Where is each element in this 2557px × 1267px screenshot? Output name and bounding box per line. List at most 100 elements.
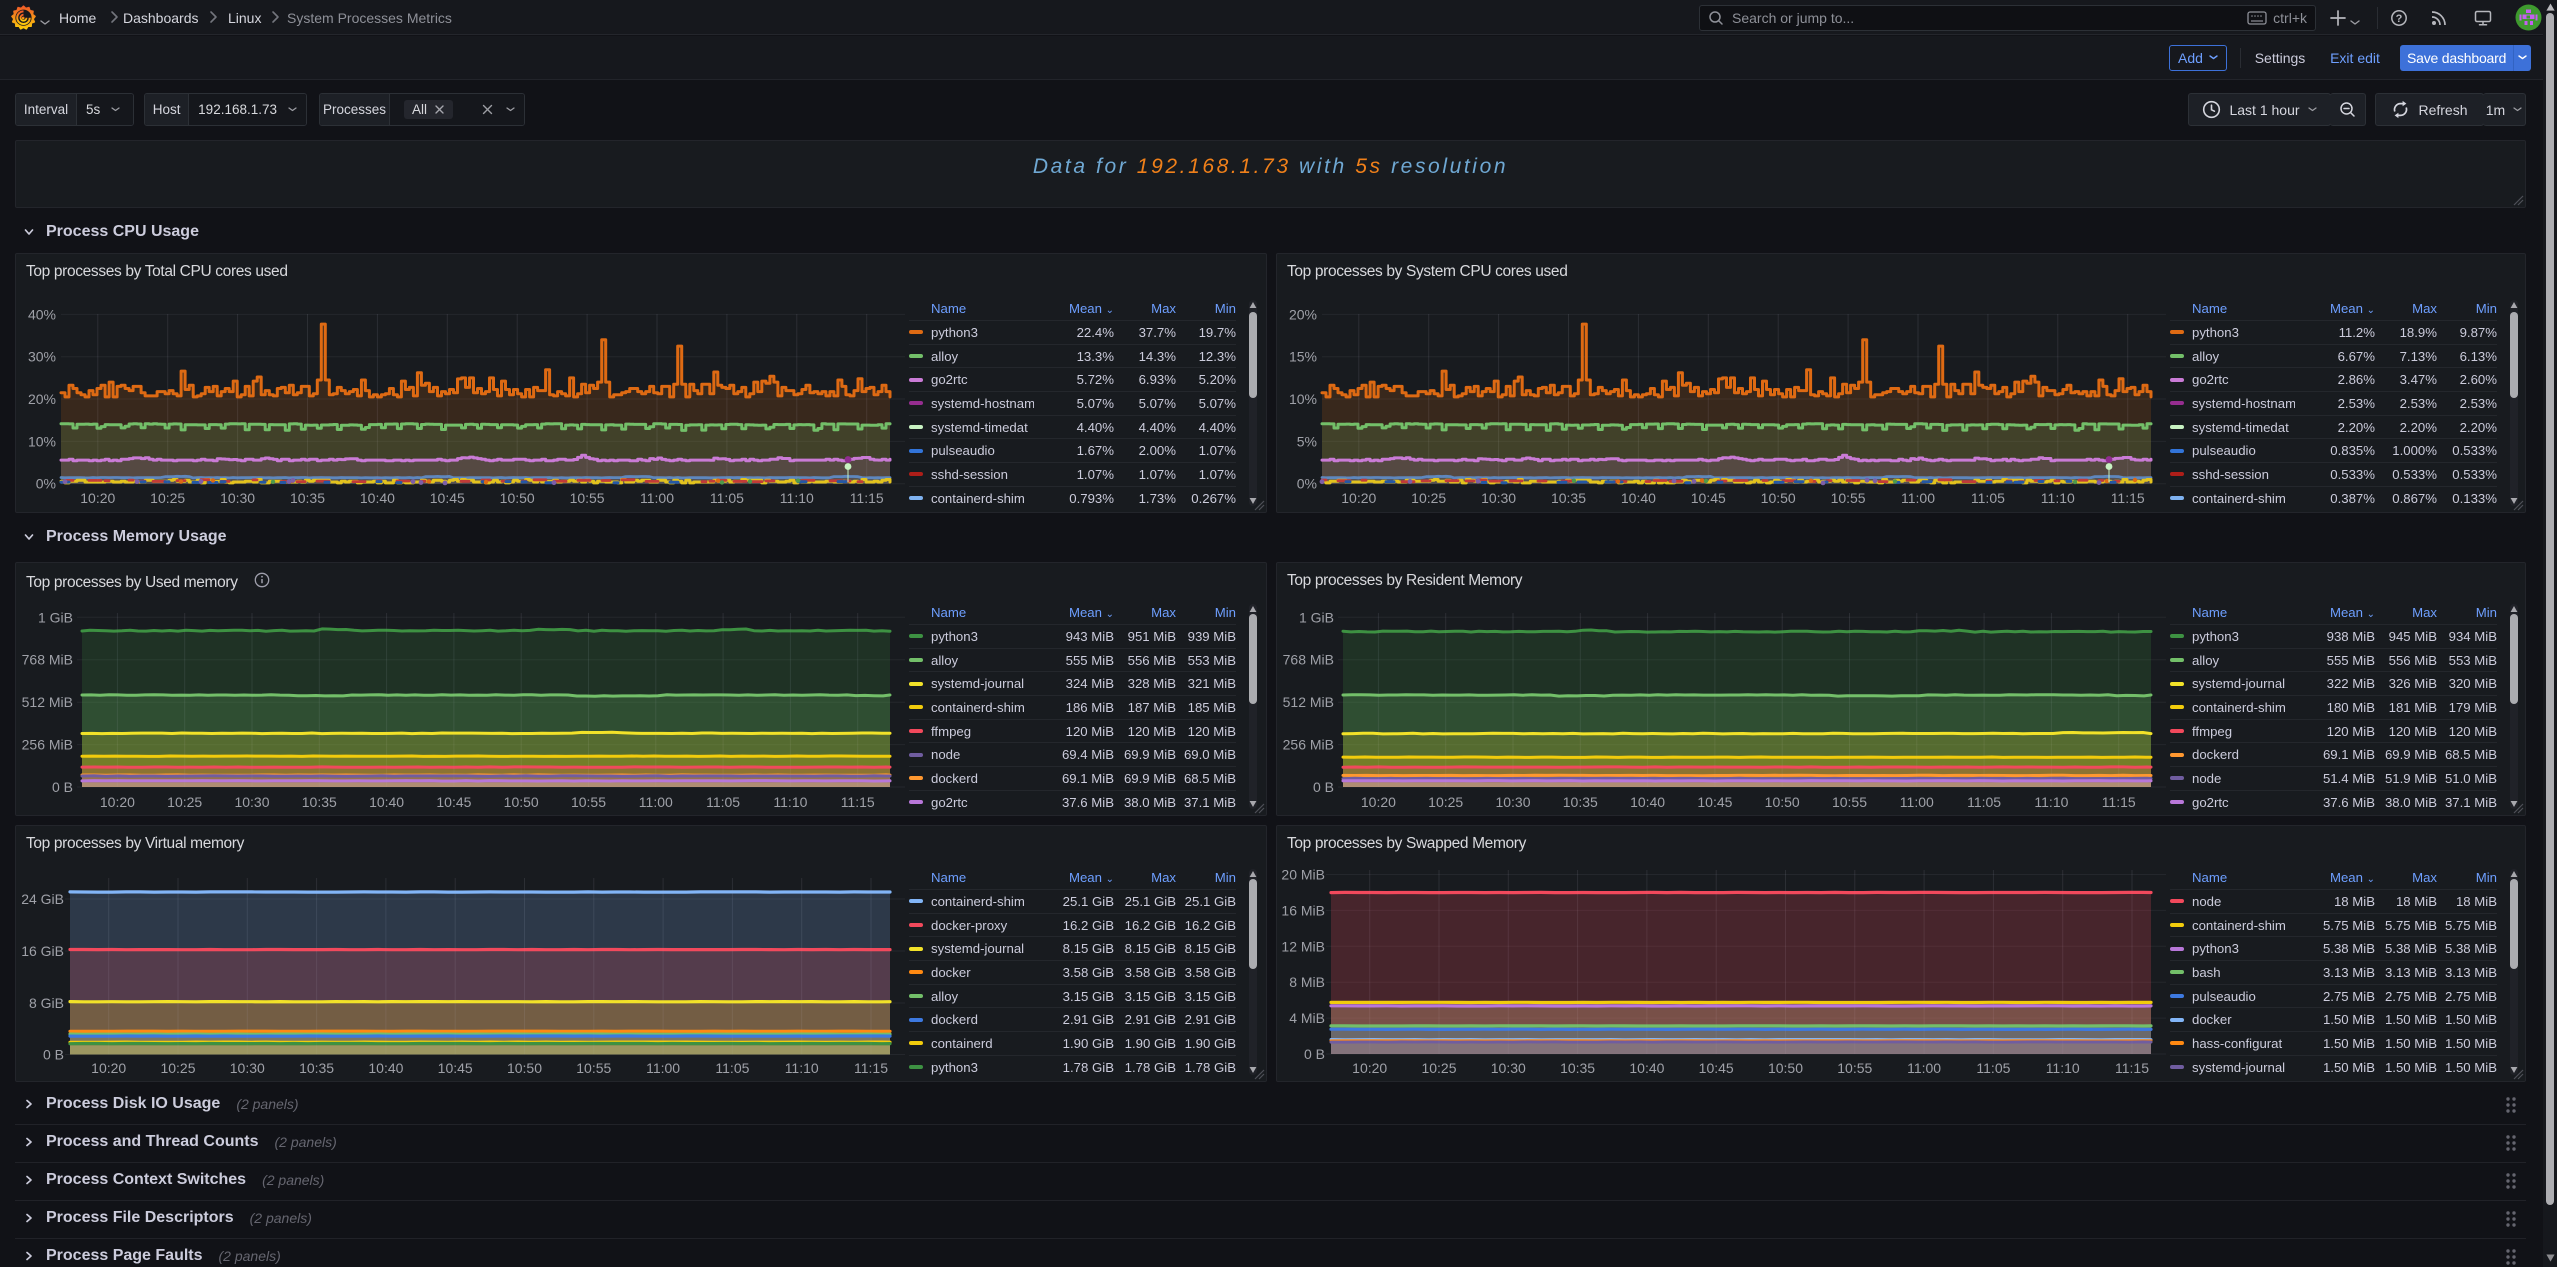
svg-text:10:45: 10:45 [1691,490,1726,506]
svg-text:10:20: 10:20 [100,794,135,810]
svg-text:11:10: 11:10 [2041,490,2075,506]
svg-text:10:25: 10:25 [1411,490,1446,506]
svg-text:20%: 20% [1289,306,1317,322]
svg-text:768 MiB: 768 MiB [22,652,73,668]
svg-text:0%: 0% [36,476,56,492]
svg-text:10:25: 10:25 [1428,794,1463,810]
svg-text:10:50: 10:50 [507,1060,542,1076]
svg-text:24 GiB: 24 GiB [21,891,64,907]
svg-text:?: ? [2396,13,2403,25]
svg-text:11:05: 11:05 [715,1060,749,1076]
svg-text:10:25: 10:25 [150,490,185,506]
svg-text:11:15: 11:15 [854,1060,888,1076]
svg-text:10:20: 10:20 [1352,1060,1387,1076]
svg-text:12 MiB: 12 MiB [1281,938,1325,954]
svg-text:11:05: 11:05 [710,490,744,506]
svg-text:10:35: 10:35 [1560,1060,1595,1076]
svg-text:20 MiB: 20 MiB [1281,867,1325,883]
svg-text:11:15: 11:15 [2102,794,2136,810]
svg-text:10:35: 10:35 [302,794,337,810]
svg-text:11:05: 11:05 [1976,1060,2010,1076]
svg-text:10:20: 10:20 [80,490,115,506]
svg-text:11:15: 11:15 [2111,490,2145,506]
svg-text:10%: 10% [28,433,56,449]
svg-text:11:15: 11:15 [850,490,884,506]
svg-text:4 MiB: 4 MiB [1289,1010,1325,1026]
svg-text:10:40: 10:40 [1630,794,1665,810]
svg-text:15%: 15% [1289,349,1317,365]
svg-text:30%: 30% [28,349,56,365]
svg-text:512 MiB: 512 MiB [22,694,73,710]
svg-text:10:40: 10:40 [368,1060,403,1076]
svg-text:10:45: 10:45 [430,490,465,506]
svg-text:10:20: 10:20 [1361,794,1396,810]
svg-text:10:50: 10:50 [1765,794,1800,810]
svg-text:10:55: 10:55 [1837,1060,1872,1076]
svg-text:0%: 0% [1297,476,1317,492]
svg-text:11:05: 11:05 [1971,490,2005,506]
svg-text:10:45: 10:45 [1697,794,1732,810]
svg-text:10:45: 10:45 [1699,1060,1734,1076]
svg-text:11:00: 11:00 [639,794,673,810]
svg-text:10:40: 10:40 [369,794,404,810]
svg-text:10:55: 10:55 [571,794,606,810]
svg-text:10:20: 10:20 [91,1060,126,1076]
svg-text:10:35: 10:35 [1563,794,1598,810]
svg-text:11:00: 11:00 [640,490,674,506]
svg-text:10:40: 10:40 [360,490,395,506]
svg-text:11:00: 11:00 [1901,490,1935,506]
svg-text:11:10: 11:10 [2034,794,2068,810]
svg-text:20%: 20% [28,391,56,407]
svg-text:256 MiB: 256 MiB [22,737,73,753]
svg-text:10:50: 10:50 [500,490,535,506]
svg-text:10:45: 10:45 [436,794,471,810]
svg-text:1 GiB: 1 GiB [1299,609,1334,625]
svg-text:11:00: 11:00 [1900,794,1934,810]
svg-text:11:10: 11:10 [2046,1060,2080,1076]
svg-text:10:25: 10:25 [1421,1060,1456,1076]
svg-text:10:30: 10:30 [1491,1060,1526,1076]
svg-text:10:45: 10:45 [438,1060,473,1076]
svg-text:10:50: 10:50 [1761,490,1796,506]
svg-text:10:35: 10:35 [290,490,325,506]
svg-text:10:35: 10:35 [299,1060,334,1076]
svg-text:5%: 5% [1297,433,1317,449]
svg-text:0 B: 0 B [1313,779,1334,795]
svg-text:0 B: 0 B [52,779,73,795]
svg-text:11:00: 11:00 [1907,1060,1941,1076]
svg-text:11:10: 11:10 [773,794,807,810]
svg-text:10:20: 10:20 [1341,490,1376,506]
svg-text:0 B: 0 B [43,1047,64,1063]
svg-text:40%: 40% [28,306,56,322]
svg-text:11:10: 11:10 [780,490,814,506]
svg-text:11:05: 11:05 [1967,794,2001,810]
svg-text:10:40: 10:40 [1621,490,1656,506]
svg-text:11:15: 11:15 [841,794,875,810]
svg-text:10:40: 10:40 [1629,1060,1664,1076]
svg-text:10:55: 10:55 [576,1060,611,1076]
svg-text:1 GiB: 1 GiB [38,609,73,625]
svg-text:16 GiB: 16 GiB [21,943,64,959]
svg-text:16 MiB: 16 MiB [1281,902,1325,918]
svg-text:10:50: 10:50 [1768,1060,1803,1076]
svg-text:10:30: 10:30 [1481,490,1516,506]
svg-text:10:30: 10:30 [220,490,255,506]
svg-text:11:10: 11:10 [785,1060,819,1076]
svg-text:0 B: 0 B [1304,1046,1325,1062]
svg-text:10:25: 10:25 [167,794,202,810]
svg-text:8 MiB: 8 MiB [1289,974,1325,990]
svg-text:10:55: 10:55 [1831,490,1866,506]
svg-text:8 GiB: 8 GiB [29,995,64,1011]
svg-text:10:25: 10:25 [160,1060,195,1076]
svg-text:11:00: 11:00 [646,1060,680,1076]
svg-text:10:50: 10:50 [504,794,539,810]
svg-text:11:15: 11:15 [2115,1060,2149,1076]
svg-text:10:55: 10:55 [570,490,605,506]
svg-text:10:30: 10:30 [234,794,269,810]
svg-text:512 MiB: 512 MiB [1283,694,1334,710]
svg-text:10:30: 10:30 [230,1060,265,1076]
svg-text:768 MiB: 768 MiB [1283,652,1334,668]
svg-text:10:35: 10:35 [1551,490,1586,506]
svg-text:10:55: 10:55 [1832,794,1867,810]
svg-text:256 MiB: 256 MiB [1283,737,1334,753]
